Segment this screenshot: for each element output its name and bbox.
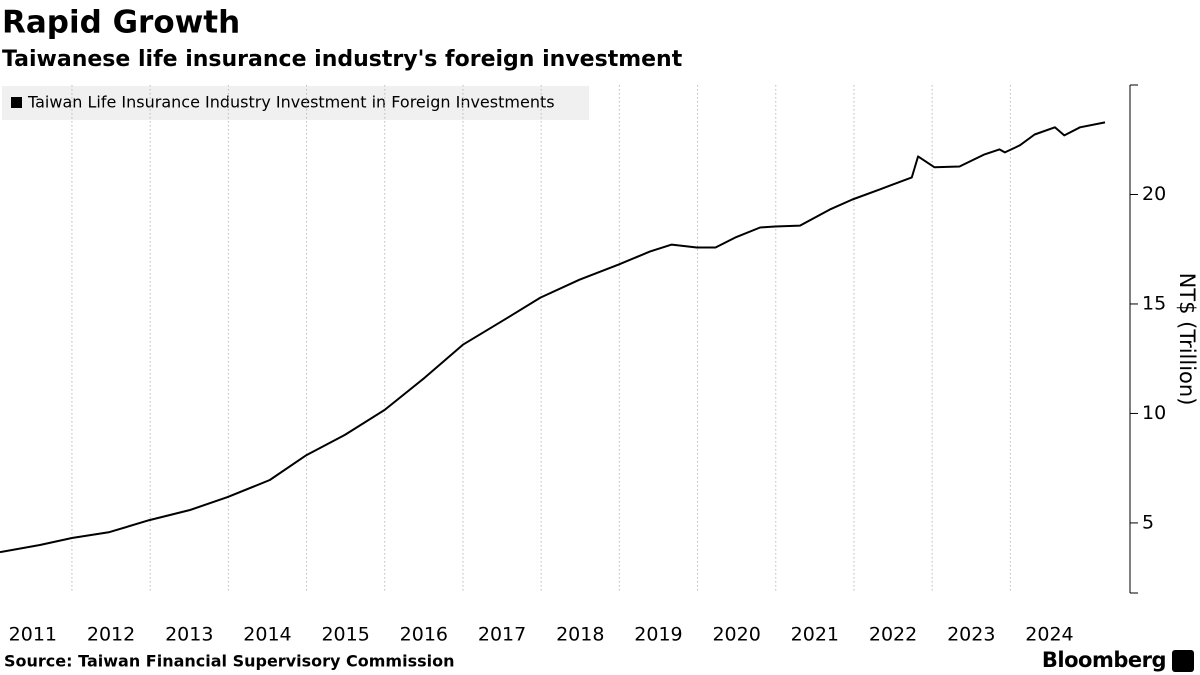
y-axis-label: NT$ (Trillion) (1175, 273, 1199, 406)
x-tick-label: 2014 (243, 624, 291, 646)
x-tick-label: 2012 (87, 624, 135, 646)
y-tick-label: 10 (1142, 402, 1166, 424)
x-tick-label: 2011 (9, 624, 57, 646)
chart-subtitle: Taiwanese life insurance industry's fore… (2, 47, 683, 72)
legend-swatch (11, 97, 22, 108)
x-tick-label: 2013 (165, 624, 213, 646)
x-tick-label: 2023 (947, 624, 995, 646)
legend-label: Taiwan Life Insurance Industry Investmen… (27, 93, 555, 112)
x-tick-label: 2016 (400, 624, 448, 646)
legend-box (2, 86, 589, 120)
x-tick-label: 2018 (556, 624, 604, 646)
y-tick-label: 15 (1142, 292, 1166, 314)
y-tick-label: 20 (1142, 183, 1166, 205)
x-tick-label: 2017 (478, 624, 526, 646)
x-tick-label: 2015 (321, 624, 369, 646)
y-tick-label: 5 (1142, 511, 1154, 533)
brand-icon (1172, 650, 1194, 672)
series-line (0, 121, 1106, 554)
brand: Bloomberg (1042, 648, 1166, 672)
x-tick-label: 2019 (634, 624, 682, 646)
x-tick-label: 2024 (1025, 624, 1073, 646)
x-tick-label: 2021 (791, 624, 839, 646)
x-tick-label: 2020 (712, 624, 760, 646)
source: Source: Taiwan Financial Supervisory Com… (4, 652, 455, 671)
chart-title: Rapid Growth (2, 5, 240, 41)
x-tick-label: 2022 (869, 624, 917, 646)
